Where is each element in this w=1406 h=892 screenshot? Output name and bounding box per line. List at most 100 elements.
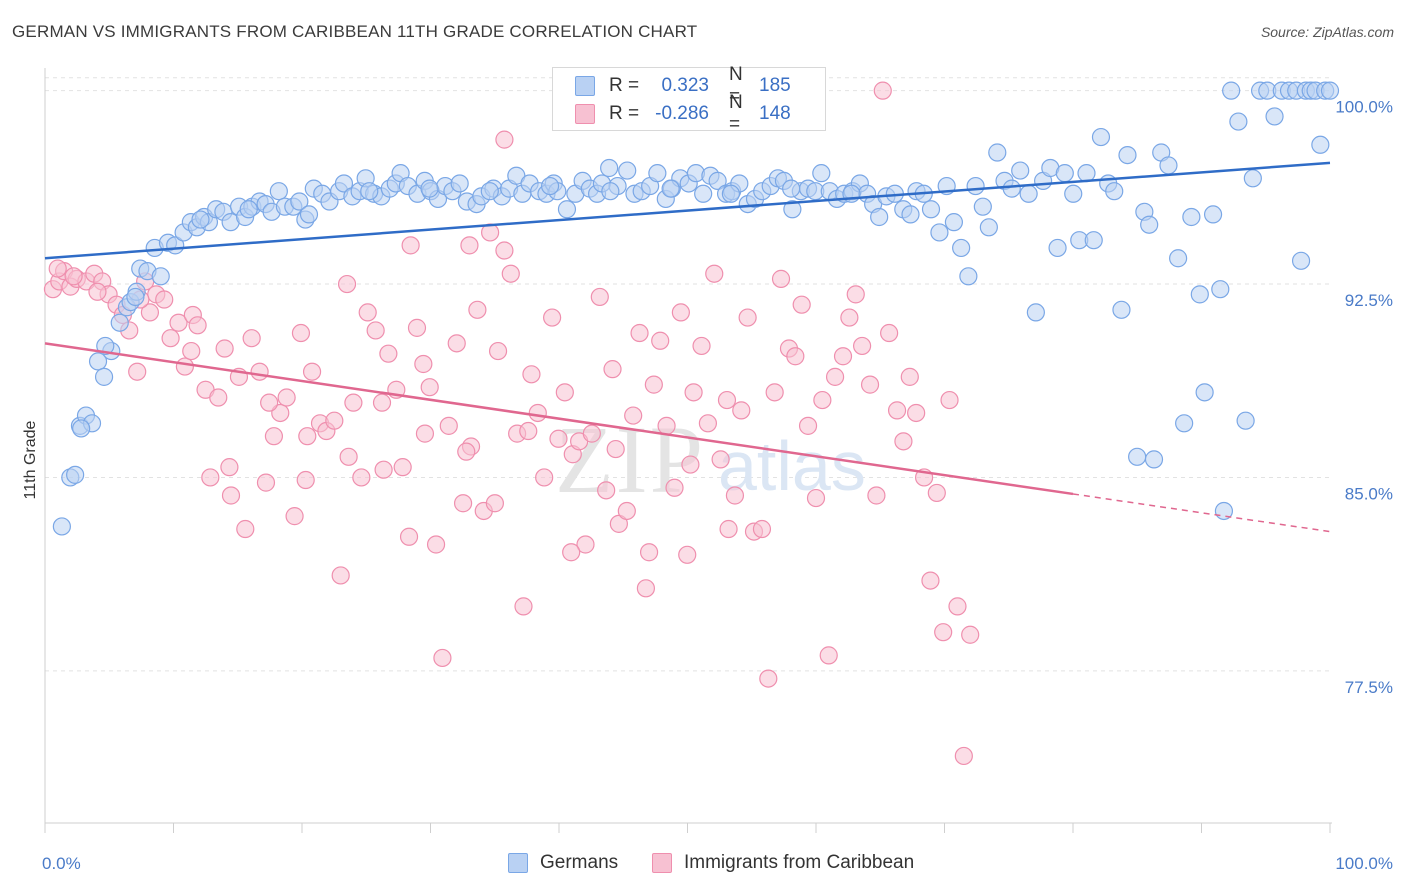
caribbean-point [169,313,188,332]
caribbean-point [352,468,371,487]
caribbean-swatch [575,104,595,124]
germans-point [973,197,992,216]
germans-point [708,171,727,190]
germans-point [290,192,309,211]
germans-point [239,200,258,219]
source-label: Source: ZipAtlas.com [1260,24,1394,40]
germans-point [1048,238,1067,258]
caribbean-trend-line [44,342,1074,496]
germans-n-value: 185 [759,75,791,96]
caribbean-point [372,393,392,412]
caribbean-point [495,241,514,260]
germans-point [1211,280,1230,299]
caribbean-point [765,383,784,402]
caribbean-point [698,414,718,433]
caribbean-point [657,416,676,435]
germans-point [1144,450,1164,469]
germans-point [52,517,71,536]
germans-point [1064,184,1083,203]
germans-point [1265,107,1284,126]
caribbean-point [155,290,174,309]
caribbean-point [447,334,466,353]
caribbean-point [128,362,147,381]
caribbean-point [337,274,357,294]
caribbean-point [250,362,269,381]
caribbean-point [719,519,738,539]
y-tick-label: 85.0% [1345,484,1393,503]
germans-point [96,336,115,356]
caribbean-point [900,367,919,386]
caribbean-point [846,285,865,304]
caribbean-point [236,519,255,539]
caribbean-point [453,494,473,513]
caribbean-point [681,455,700,474]
legend-item-caribbean[interactable]: Immigrants from Caribbean [652,852,914,874]
caribbean-point [590,287,609,307]
germans-point [921,200,941,219]
caribbean-point [705,264,724,283]
caribbean-point [242,329,261,348]
germans-point [191,210,210,229]
germans-point [1175,414,1194,433]
caribbean-point [934,623,953,642]
germans-point [1320,81,1340,100]
germans-legend-swatch [508,853,528,873]
germans-points [52,81,1340,536]
germans-point [480,182,499,201]
caribbean-point [665,478,684,497]
germans-point [1112,300,1131,319]
caribbean-point [325,411,344,430]
caribbean-point [277,388,296,407]
caribbean-point [339,447,358,466]
caribbean-point [519,421,538,441]
germans-point [812,164,831,183]
caribbean-trend-extension [1072,493,1331,533]
germans-point [1190,285,1209,304]
n-label: N = [729,64,743,107]
germans-point [600,158,619,178]
caribbean-point [358,303,377,322]
caribbean-point [161,329,180,348]
germans-legend-label: Germans [540,852,619,873]
caribbean-point [488,341,508,361]
caribbean-point [201,468,220,487]
germans-point [901,205,920,224]
y-tick-labels: 77.5% 85.0% 92.5% 100.0% [1335,98,1393,697]
caribbean-point [426,535,446,554]
caribbean-point [786,347,805,366]
caribbean-point [624,406,643,425]
germans-point [1077,164,1096,183]
axes [44,68,1332,833]
caribbean-point [636,579,656,598]
germans-point [930,223,949,242]
caribbean-point [940,390,959,410]
germans-point [694,184,713,203]
germans-point [450,174,469,193]
caribbean-legend-swatch [652,853,672,873]
germans-point [979,218,998,237]
germans-point [1311,135,1330,154]
germans-r-value: 0.323 [661,75,709,96]
caribbean-point [860,375,880,394]
y-tick-label: 77.5% [1345,678,1393,697]
germans-point [870,207,889,227]
caribbean-point [887,401,907,420]
caribbean-point [209,388,228,407]
caribbean-point [379,344,398,363]
germans-point [618,161,637,180]
caribbean-point [457,442,476,461]
r-label: R = [609,75,640,96]
caribbean-point [420,378,439,397]
caribbean-point [433,648,452,668]
caribbean-point [485,494,504,513]
caribbean-point [555,383,574,402]
caribbean-point [302,362,322,381]
caribbean-point [921,571,940,590]
germans-point [1055,164,1074,183]
stats-legend: R = 0.323 N = 185 R = -0.286 N = 148 [552,64,826,135]
germans-point [269,182,288,201]
legend-item-germans[interactable]: Germans [508,852,618,874]
caribbean-point [221,486,241,505]
germans-point [1159,156,1178,175]
